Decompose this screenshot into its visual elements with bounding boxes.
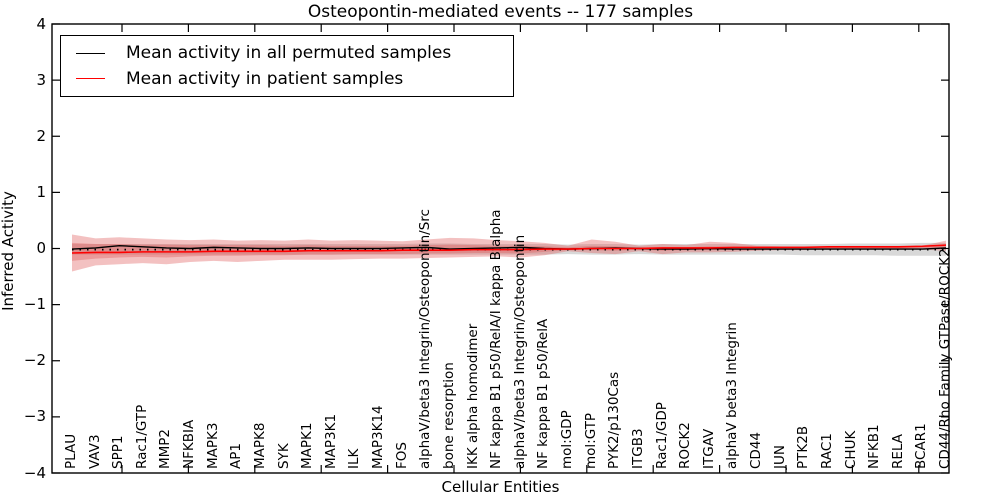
y-tick-label: −4 xyxy=(23,463,46,482)
x-tick-label: SYK xyxy=(275,443,292,469)
x-tick-label: MAPK8 xyxy=(251,422,268,469)
x-tick-label: CD44/Rho Family GTPase/ROCK2 xyxy=(937,248,953,469)
legend: Mean activity in all permuted samples Me… xyxy=(60,35,514,97)
x-tick-label: FOS xyxy=(393,442,410,469)
x-tick-label: PYK2/p130Cas xyxy=(606,371,623,469)
x-tick-label: RELA xyxy=(889,434,906,469)
x-tick-label: Rac1/GTP xyxy=(133,404,150,469)
x-tick-label: MAP3K14 xyxy=(370,405,387,469)
y-tick-label: 2 xyxy=(36,126,46,145)
x-tick-label: SPP1 xyxy=(110,435,127,469)
x-tick-label: mol:GDP xyxy=(559,410,576,469)
patient-samples-band-outer xyxy=(72,234,946,272)
legend-entry-patient: Mean activity in patient samples xyxy=(61,69,513,89)
y-tick-label: −1 xyxy=(23,295,46,314)
x-tick-label: BCAR1 xyxy=(913,423,930,469)
x-tick-label: ITGB3 xyxy=(629,428,646,469)
x-tick-label: Rac1/GDP xyxy=(653,402,670,469)
x-tick-label: MMP2 xyxy=(157,428,174,469)
x-tick-label: IKK alpha homodimer xyxy=(464,323,481,469)
legend-line-red xyxy=(76,78,105,80)
x-tick-label: alphaV/beta3 Integrin/Osteopontin/Src xyxy=(417,209,434,469)
x-tick-label: VAV3 xyxy=(86,434,103,469)
y-tick-label: 1 xyxy=(36,182,46,201)
mean-permuted-line xyxy=(71,244,947,250)
legend-label: Mean activity in patient samples xyxy=(126,68,404,89)
x-tick-label: CD44 xyxy=(748,432,765,469)
x-tick-label: ROCK2 xyxy=(677,422,694,469)
x-tick-label: MAPK3 xyxy=(204,422,221,469)
x-tick-label: RAC1 xyxy=(818,433,835,469)
chart-title: Osteopontin-mediated events -- 177 sampl… xyxy=(307,2,694,22)
x-axis-label: Cellular Entities xyxy=(441,478,560,496)
y-tick-label: 4 xyxy=(36,14,46,33)
x-tick-label: MAPK1 xyxy=(299,422,316,469)
y-tick-label: −3 xyxy=(23,407,46,426)
y-tick-label: 3 xyxy=(36,70,46,89)
x-tick-label: AP1 xyxy=(228,443,245,469)
legend-line-black xyxy=(76,52,105,54)
y-tick-label: 0 xyxy=(36,239,46,257)
x-tick-label: NFKBIA xyxy=(181,419,198,469)
x-tick-label: bone resorption xyxy=(440,362,457,469)
x-tick-label: alphaV/beta3 Integrin/Osteopontin xyxy=(511,234,528,469)
x-tick-label: mol:GTP xyxy=(582,412,599,469)
x-tick-label: PLAU xyxy=(63,433,79,469)
legend-label: Mean activity in all permuted samples xyxy=(126,43,452,64)
x-tick-label: PTK2B xyxy=(795,425,812,469)
x-tick-label: JUN xyxy=(771,445,788,469)
y-tick-label: −2 xyxy=(23,351,46,370)
x-tick-label: CHUK xyxy=(842,430,859,469)
x-tick-label: ILK xyxy=(346,448,363,469)
x-tick-label: NF kappa B1 p50/RelA/I kappa B alpha xyxy=(488,209,505,469)
legend-entry-permuted: Mean activity in all permuted samples xyxy=(61,43,513,63)
x-tick-label: alphaV beta3 Integrin xyxy=(724,322,741,469)
x-tick-label: ITGAV xyxy=(700,428,717,469)
mean-patient-line xyxy=(71,244,947,254)
x-tick-label: NF kappa B1 p50/RelA xyxy=(535,318,552,469)
x-tick-label: MAP3K1 xyxy=(322,413,339,469)
x-tick-label: NFKB1 xyxy=(866,424,883,469)
